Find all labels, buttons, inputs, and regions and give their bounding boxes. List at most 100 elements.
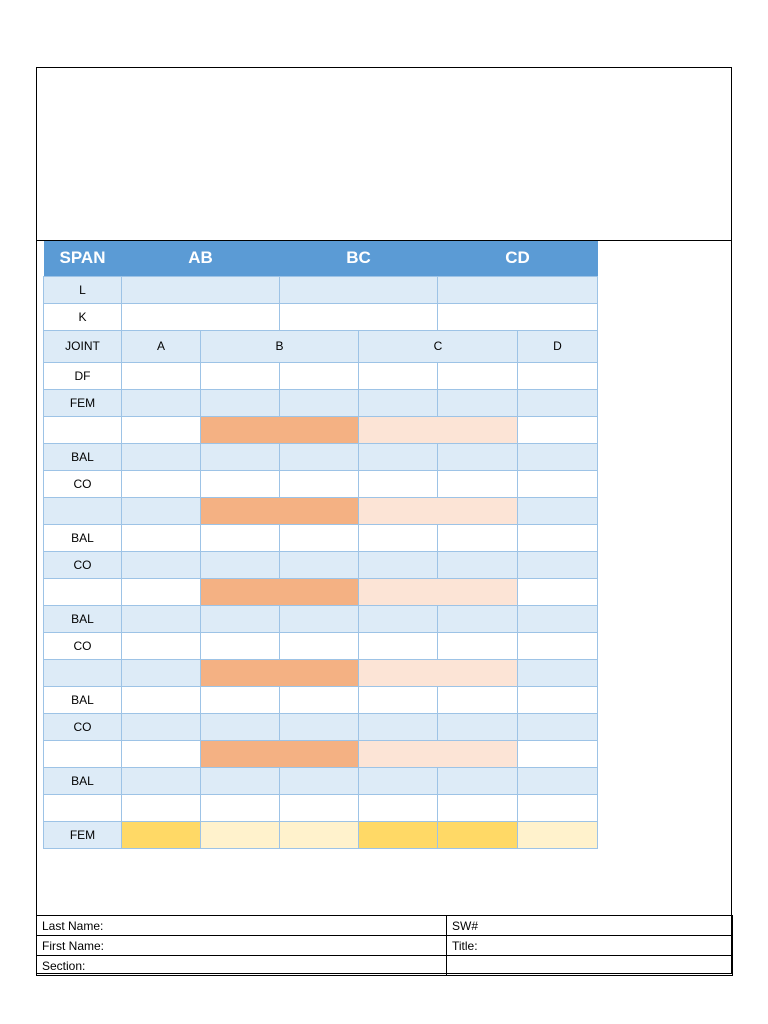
last-name-field[interactable]: Last Name:	[36, 915, 447, 936]
result-cell[interactable]	[279, 820, 359, 849]
table-cell[interactable]	[358, 550, 438, 579]
table-cell[interactable]	[279, 631, 359, 660]
table-cell[interactable]	[517, 469, 598, 498]
table-cell[interactable]	[437, 793, 518, 822]
table-cell[interactable]	[358, 604, 438, 633]
table-cell[interactable]	[517, 388, 598, 417]
table-cell[interactable]	[200, 766, 280, 795]
table-cell[interactable]	[517, 496, 598, 525]
table-cell[interactable]	[517, 550, 598, 579]
k-bc-cell[interactable]	[279, 302, 438, 331]
highlight-cell-c[interactable]	[358, 415, 518, 444]
l-bc-cell[interactable]	[279, 275, 438, 304]
table-cell[interactable]	[121, 361, 201, 390]
table-cell[interactable]	[279, 388, 359, 417]
result-cell[interactable]	[517, 820, 598, 849]
table-cell[interactable]	[279, 712, 359, 741]
table-cell[interactable]	[200, 388, 280, 417]
highlight-cell-b[interactable]	[200, 577, 359, 606]
table-cell[interactable]	[437, 442, 518, 471]
table-cell[interactable]	[279, 793, 359, 822]
table-cell[interactable]	[437, 631, 518, 660]
highlight-cell-c[interactable]	[358, 496, 518, 525]
table-cell[interactable]	[121, 793, 201, 822]
table-cell[interactable]	[437, 604, 518, 633]
table-cell[interactable]	[121, 388, 201, 417]
table-cell[interactable]	[121, 496, 201, 525]
table-cell[interactable]	[358, 712, 438, 741]
table-cell[interactable]	[121, 658, 201, 687]
table-cell[interactable]	[279, 361, 359, 390]
result-cell[interactable]	[358, 820, 438, 849]
table-cell[interactable]	[517, 631, 598, 660]
highlight-cell-b[interactable]	[200, 739, 359, 768]
highlight-cell-b[interactable]	[200, 415, 359, 444]
table-cell[interactable]	[200, 361, 280, 390]
table-cell[interactable]	[358, 766, 438, 795]
result-cell[interactable]	[121, 820, 201, 849]
table-cell[interactable]	[279, 604, 359, 633]
table-cell[interactable]	[121, 442, 201, 471]
table-cell[interactable]	[121, 712, 201, 741]
k-ab-cell[interactable]	[121, 302, 280, 331]
table-cell[interactable]	[517, 658, 598, 687]
table-cell[interactable]	[121, 685, 201, 714]
table-cell[interactable]	[200, 631, 280, 660]
table-cell[interactable]	[121, 604, 201, 633]
table-cell[interactable]	[437, 550, 518, 579]
table-cell[interactable]	[358, 361, 438, 390]
table-cell[interactable]	[279, 766, 359, 795]
table-cell[interactable]	[517, 415, 598, 444]
table-cell[interactable]	[437, 766, 518, 795]
table-cell[interactable]	[121, 739, 201, 768]
table-cell[interactable]	[517, 766, 598, 795]
section-field[interactable]: Section:	[36, 955, 447, 976]
table-cell[interactable]	[517, 712, 598, 741]
highlight-cell-c[interactable]	[358, 739, 518, 768]
highlight-cell-c[interactable]	[358, 658, 518, 687]
table-cell[interactable]	[121, 631, 201, 660]
table-cell[interactable]	[121, 415, 201, 444]
first-name-field[interactable]: First Name:	[36, 935, 447, 956]
table-cell[interactable]	[200, 442, 280, 471]
table-cell[interactable]	[517, 523, 598, 552]
table-cell[interactable]	[517, 739, 598, 768]
table-cell[interactable]	[121, 577, 201, 606]
table-cell[interactable]	[517, 685, 598, 714]
table-cell[interactable]	[279, 469, 359, 498]
table-cell[interactable]	[200, 712, 280, 741]
table-cell[interactable]	[279, 550, 359, 579]
table-cell[interactable]	[279, 523, 359, 552]
table-cell[interactable]	[517, 361, 598, 390]
table-cell[interactable]	[200, 469, 280, 498]
highlight-cell-b[interactable]	[200, 496, 359, 525]
table-cell[interactable]	[437, 388, 518, 417]
table-cell[interactable]	[358, 685, 438, 714]
k-cd-cell[interactable]	[437, 302, 598, 331]
table-cell[interactable]	[517, 442, 598, 471]
table-cell[interactable]	[200, 793, 280, 822]
table-cell[interactable]	[279, 685, 359, 714]
table-cell[interactable]	[200, 523, 280, 552]
table-cell[interactable]	[200, 550, 280, 579]
table-cell[interactable]	[517, 793, 598, 822]
table-cell[interactable]	[437, 361, 518, 390]
table-cell[interactable]	[358, 793, 438, 822]
highlight-cell-b[interactable]	[200, 658, 359, 687]
blank-field[interactable]	[446, 955, 733, 976]
highlight-cell-c[interactable]	[358, 577, 518, 606]
table-cell[interactable]	[121, 523, 201, 552]
result-cell[interactable]	[437, 820, 518, 849]
table-cell[interactable]	[437, 469, 518, 498]
table-cell[interactable]	[358, 442, 438, 471]
table-cell[interactable]	[517, 577, 598, 606]
l-ab-cell[interactable]	[121, 275, 280, 304]
table-cell[interactable]	[121, 550, 201, 579]
title-field[interactable]: Title:	[446, 935, 733, 956]
table-cell[interactable]	[121, 469, 201, 498]
table-cell[interactable]	[358, 523, 438, 552]
table-cell[interactable]	[358, 469, 438, 498]
table-cell[interactable]	[358, 631, 438, 660]
l-cd-cell[interactable]	[437, 275, 598, 304]
table-cell[interactable]	[121, 766, 201, 795]
